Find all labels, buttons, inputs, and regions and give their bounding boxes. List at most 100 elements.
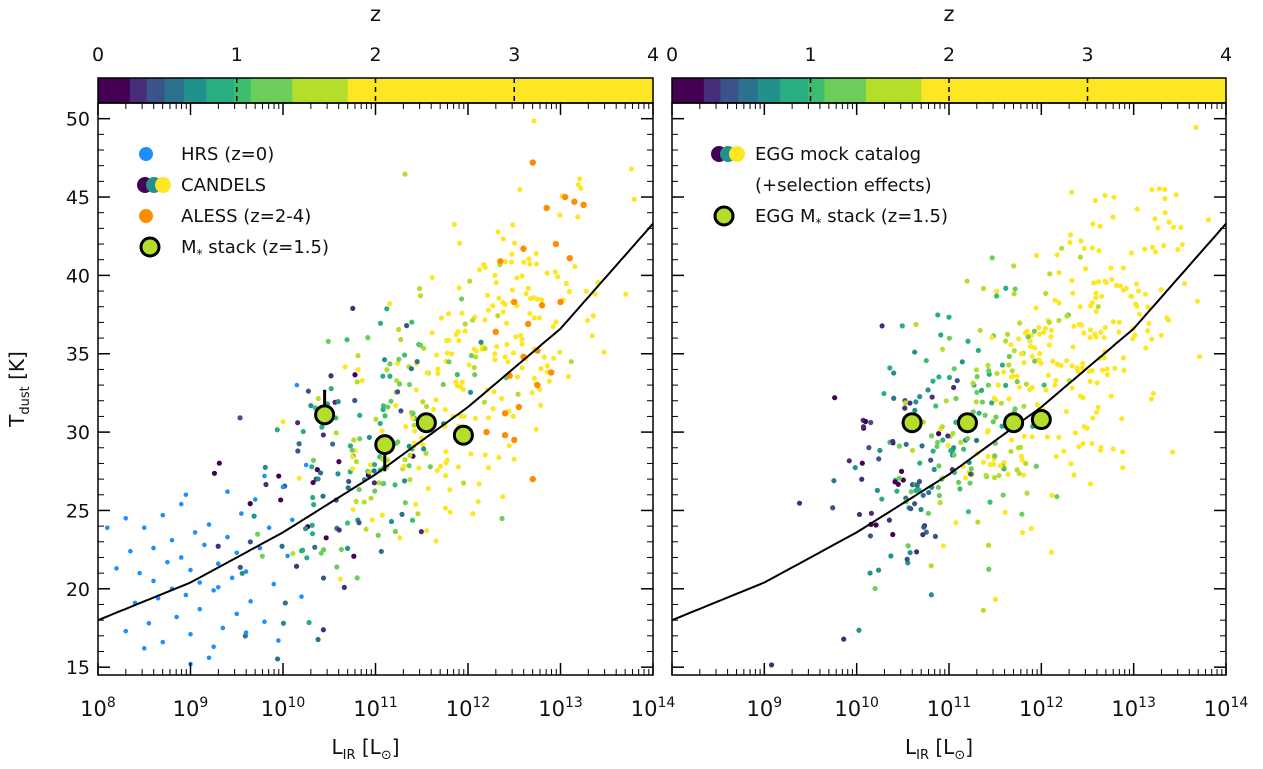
egg-point — [1089, 440, 1095, 447]
candels-point — [513, 334, 519, 340]
fit-curve — [672, 223, 1226, 622]
egg-point — [917, 394, 923, 400]
egg-point — [980, 607, 986, 613]
candels-point — [482, 264, 488, 270]
egg-point — [998, 400, 1004, 406]
scatter-point — [128, 548, 133, 554]
egg-point — [1077, 304, 1083, 310]
egg-point — [1090, 221, 1096, 227]
candels-point — [395, 360, 401, 366]
egg-point — [1087, 481, 1094, 487]
egg-point — [1133, 281, 1140, 287]
candels-point — [454, 382, 460, 389]
candels-point — [417, 342, 424, 348]
scatter-point — [174, 614, 179, 620]
egg-point — [936, 493, 942, 499]
scatter-point — [543, 204, 550, 212]
egg-point — [1025, 334, 1031, 340]
candels-point — [216, 460, 222, 466]
scatter-point — [160, 639, 166, 645]
scatter-point — [285, 553, 290, 559]
candels-point — [544, 363, 550, 369]
egg-point — [1008, 374, 1015, 380]
candels-point — [416, 465, 422, 471]
egg-point — [904, 556, 910, 562]
scatter-point — [243, 630, 249, 635]
candels-point — [328, 386, 334, 392]
candels-point — [372, 488, 378, 494]
candels-point — [517, 186, 523, 193]
egg-point — [1049, 492, 1055, 498]
egg-point — [1113, 282, 1119, 289]
candels-point — [476, 481, 482, 487]
egg-point — [891, 395, 897, 401]
egg-point — [1079, 365, 1085, 371]
x-axis-label: LIR [L⊙] — [331, 735, 399, 763]
candels-point — [402, 457, 408, 463]
egg-point — [1053, 377, 1059, 383]
egg-point — [902, 400, 909, 406]
candels-point — [476, 266, 483, 273]
scatter-point — [215, 561, 221, 567]
candels-point — [525, 285, 531, 291]
egg-point — [939, 424, 945, 430]
candels-point — [276, 473, 282, 479]
egg-point — [1117, 283, 1123, 289]
scatter-point — [215, 584, 221, 590]
egg-point — [933, 403, 939, 409]
egg-point — [1008, 448, 1014, 455]
candels-point — [434, 467, 440, 474]
egg-point — [1110, 446, 1116, 452]
candels-point — [315, 476, 321, 482]
right-panel: 109 1010 1011 1012 1013 1014 LIR [L⊙] EGG mock … — [671, 102, 1248, 763]
egg-point — [1155, 225, 1161, 231]
candels-point — [444, 350, 450, 356]
egg-point — [872, 585, 878, 592]
legend-label: EGG M* stack (z=1.5) — [755, 206, 948, 230]
scatter-point — [262, 473, 267, 479]
egg-point — [867, 570, 873, 576]
candels-point — [355, 366, 361, 373]
egg-point — [1046, 342, 1052, 348]
egg-point — [1095, 303, 1101, 310]
scatter-point — [202, 542, 207, 548]
egg-point — [876, 456, 882, 462]
candels-point — [262, 464, 268, 471]
egg-point — [860, 424, 867, 430]
scatter-point — [206, 522, 212, 527]
egg-point — [1008, 437, 1015, 443]
egg-point — [964, 278, 970, 284]
egg-point — [1031, 328, 1037, 334]
egg-point — [868, 419, 874, 426]
candels-point — [550, 355, 557, 361]
candels-point — [500, 494, 506, 500]
egg-point — [946, 335, 953, 341]
egg-point — [980, 459, 987, 465]
colorbar-tick-label: 2 — [943, 44, 955, 66]
candels-point — [425, 485, 431, 492]
egg-point — [866, 445, 872, 451]
candels-point — [518, 332, 524, 339]
candels-point — [536, 315, 543, 321]
egg-point — [867, 533, 874, 539]
egg-point — [902, 405, 908, 411]
candels-point — [334, 564, 340, 570]
egg-point — [967, 480, 973, 486]
egg-point — [920, 492, 926, 498]
candels-point — [309, 464, 315, 470]
candels-point — [347, 443, 354, 449]
candels-point — [215, 543, 221, 549]
egg-point — [962, 475, 969, 481]
scatter-point — [178, 555, 184, 560]
candels-point — [470, 511, 476, 517]
candels-point — [456, 240, 463, 246]
candels-point — [423, 450, 429, 456]
egg-point — [1130, 336, 1136, 342]
scatter-point — [151, 545, 156, 551]
candels-point — [240, 684, 245, 689]
scatter-point — [211, 588, 216, 593]
candels-point — [572, 263, 578, 270]
scatter-point — [534, 381, 541, 389]
candels-point — [550, 323, 556, 330]
egg-point — [989, 334, 995, 341]
